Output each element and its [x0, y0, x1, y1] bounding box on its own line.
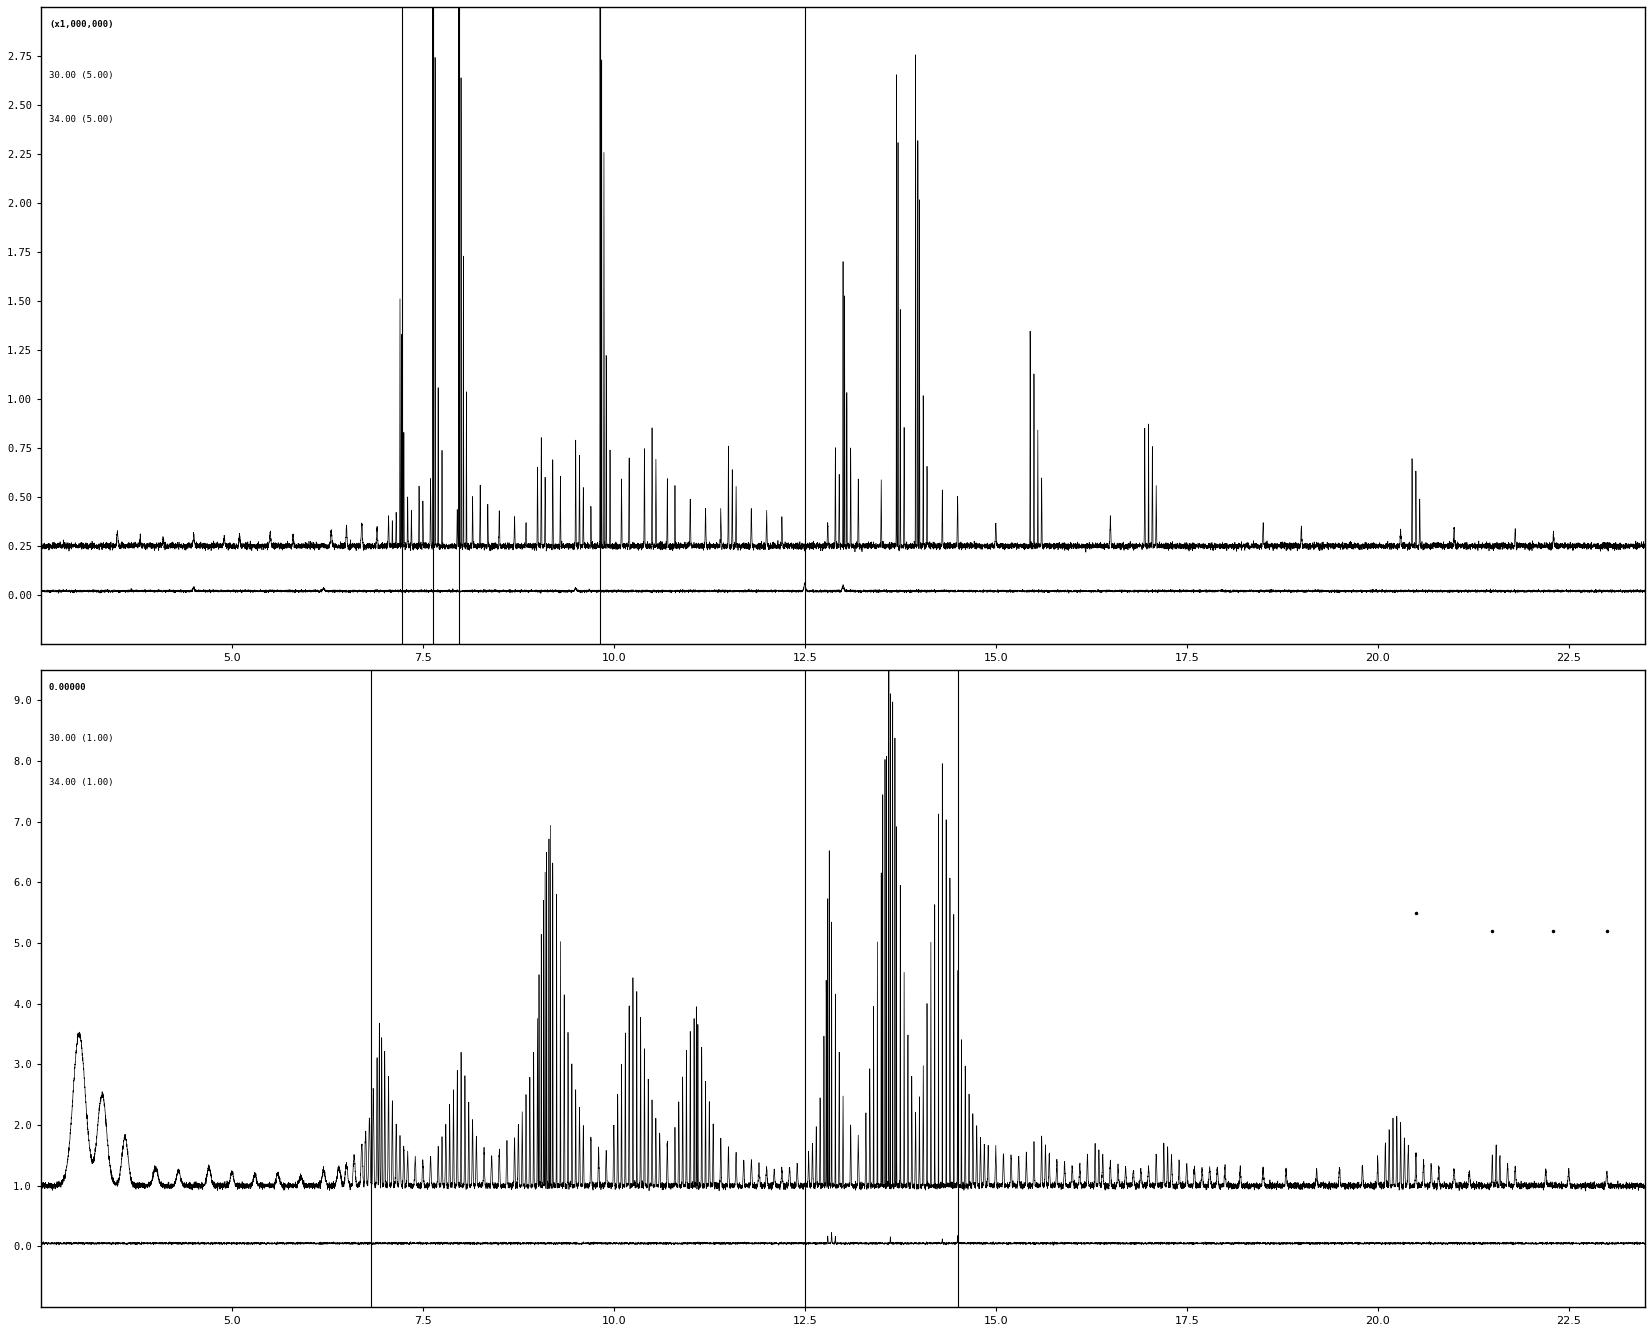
Text: 30.00 (5.00): 30.00 (5.00): [50, 71, 114, 80]
Text: 34.00 (5.00): 34.00 (5.00): [50, 115, 114, 124]
Text: 34.00 (1.00): 34.00 (1.00): [50, 778, 114, 788]
Text: (x1,000,000): (x1,000,000): [50, 20, 114, 29]
Text: 30.00 (1.00): 30.00 (1.00): [50, 733, 114, 742]
Text: 0.00000: 0.00000: [50, 682, 86, 692]
